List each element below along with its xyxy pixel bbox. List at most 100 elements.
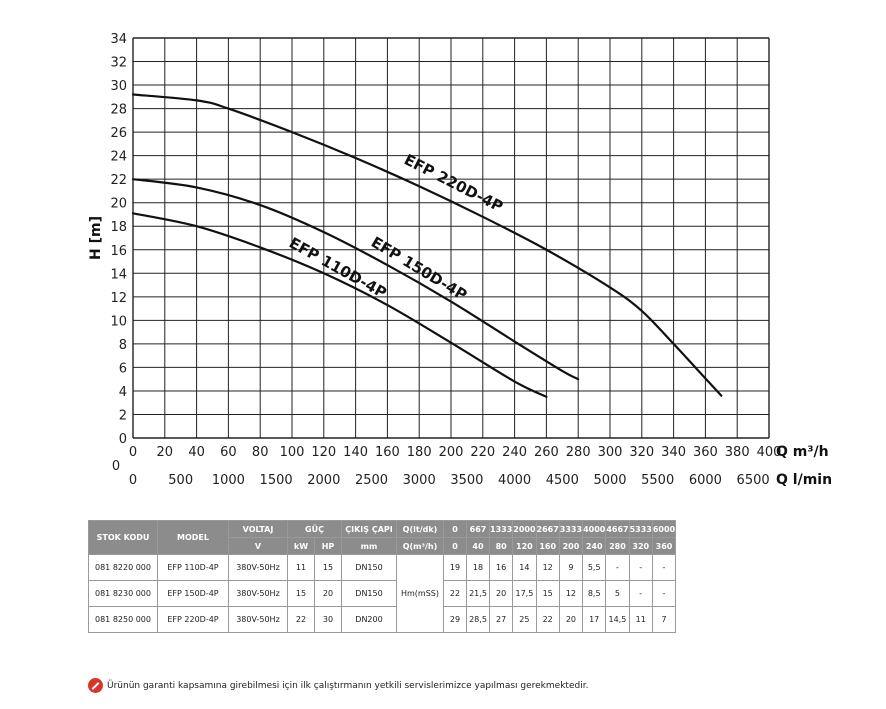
x-tick-label: 400 xyxy=(757,445,782,460)
cell-head: - xyxy=(651,580,677,607)
q-lt-value: 2000 xyxy=(512,520,537,538)
cell-head: 18 xyxy=(466,554,490,581)
cell-kw: 15 xyxy=(287,580,315,607)
q-m3-value: 40 xyxy=(466,537,490,555)
series-label: EFP 220D-4P xyxy=(401,151,506,216)
x2-tick-label: 5500 xyxy=(641,473,674,488)
y-tick-label: 34 xyxy=(110,32,127,47)
cell-outlet: DN150 xyxy=(341,580,397,607)
x-tick-label: 260 xyxy=(534,445,559,460)
pump-curve-chart: 0 20 40 60 80 100 120 140 160 180 200 220 240 260 280 3… xyxy=(88,32,832,488)
cell-voltage: 380V-50Hz xyxy=(228,606,288,633)
y-tick-label: 6 xyxy=(119,361,127,376)
series-line xyxy=(131,93,723,397)
cell-head: - xyxy=(651,554,677,581)
y-tick-label: 8 xyxy=(119,338,127,353)
x2-axis-ticks: 0 500 1000 1500 2000 2500 3000 3500 4000 4500 5000… xyxy=(129,473,770,488)
x-tick-label: 300 xyxy=(598,445,623,460)
x-tick-label: 20 xyxy=(157,445,174,460)
x-axis-label: Q m³/h xyxy=(776,444,829,460)
cell-head: 16 xyxy=(488,554,514,581)
cell-head: 22 xyxy=(535,606,560,633)
cell-head: 9 xyxy=(558,554,584,581)
cell-hp: 20 xyxy=(314,580,342,607)
cell-head: 20 xyxy=(488,580,514,607)
cell-head: 7 xyxy=(651,606,677,633)
q-m3-value: 240 xyxy=(582,537,607,555)
table-header-row: V kW HP mm Q(m³/h) 0 40 80 120 160 200 2… xyxy=(89,537,677,555)
table-row: 081 8220 000 EFP 110D-4P 380V-50Hz 11 15… xyxy=(88,554,677,633)
header-kw: kW xyxy=(287,537,315,555)
x-tick-label: 200 xyxy=(439,445,464,460)
cell-kw: 22 xyxy=(287,606,315,633)
header-model: MODEL xyxy=(157,520,229,555)
footnote-text: Ürünün garanti kapsamına girebilmesi içi… xyxy=(107,680,589,691)
cell-voltage: 380V-50Hz xyxy=(228,580,288,607)
header-hp: HP xyxy=(314,537,342,555)
x-tick-label: 380 xyxy=(725,445,750,460)
cell-head: 5 xyxy=(605,580,630,607)
table-row: 081 8250 000 EFP 220D-4P 380V-50Hz 22 30… xyxy=(88,606,677,633)
y-tick-label: 20 xyxy=(110,197,127,212)
table-header-row: STOK KODU MODEL VOLTAJ GÜÇ ÇIKIŞ ÇAPI Q(… xyxy=(88,520,677,555)
table-row: 081 8230 000 EFP 150D-4P 380V-50Hz 15 20… xyxy=(88,580,677,607)
x-tick-label: 0 xyxy=(129,445,137,460)
series-line xyxy=(131,212,548,398)
q-m3-value: 360 xyxy=(651,537,677,555)
header-q-m3: Q(m³/h) xyxy=(396,537,444,555)
y-axis-label: H [m] xyxy=(88,216,104,260)
cell-head: 17,5 xyxy=(512,580,537,607)
cell-outlet: DN200 xyxy=(341,606,397,633)
x2-tick-label: 1000 xyxy=(212,473,245,488)
x2-tick-label: 2000 xyxy=(307,473,340,488)
warranty-footnote: Ürünün garanti kapsamına girebilmesi içi… xyxy=(88,678,588,693)
y-tick-label: 28 xyxy=(110,103,127,118)
y-tick-label: 14 xyxy=(110,267,127,282)
x-tick-label: 280 xyxy=(566,445,591,460)
q-lt-value: 6000 xyxy=(651,520,677,538)
cell-voltage: 380V-50Hz xyxy=(228,554,288,581)
x2-tick-label: 500 xyxy=(168,473,193,488)
x-tick-label: 40 xyxy=(188,445,205,460)
x-tick-label: 60 xyxy=(220,445,237,460)
cell-head: 28,5 xyxy=(466,606,490,633)
x2-tick-label: 5000 xyxy=(593,473,626,488)
x-tick-label: 180 xyxy=(407,445,432,460)
header-outlet-unit: mm xyxy=(341,537,397,555)
cell-kw: 11 xyxy=(287,554,315,581)
y-tick-label: 26 xyxy=(110,126,127,141)
header-q-lt: Q(lt/dk) xyxy=(396,520,444,538)
cell-head: 19 xyxy=(443,554,467,581)
cell-head: - xyxy=(605,554,630,581)
y-tick-label: 22 xyxy=(110,173,127,188)
cell-head: 14 xyxy=(512,554,537,581)
y-tick-label: 0 xyxy=(119,432,127,447)
cell-head: 29 xyxy=(443,606,467,633)
no-entry-icon xyxy=(88,678,103,693)
q-m3-value: 160 xyxy=(535,537,560,555)
x-tick-label: 160 xyxy=(375,445,400,460)
cell-hp: 30 xyxy=(314,606,342,633)
cell-model: EFP 220D-4P xyxy=(157,606,229,633)
cell-model: EFP 110D-4P xyxy=(157,554,229,581)
header-voltage-unit: V xyxy=(228,537,288,555)
cell-model: EFP 150D-4P xyxy=(157,580,229,607)
q-m3-value: 320 xyxy=(628,537,653,555)
cell-head-label: Hm(mSS) xyxy=(396,554,444,633)
x2-tick-label: 3500 xyxy=(450,473,483,488)
x-tick-label: 120 xyxy=(311,445,336,460)
x-tick-label: 100 xyxy=(280,445,305,460)
cell-head: 22 xyxy=(443,580,467,607)
q-lt-value: 1333 xyxy=(488,520,514,538)
x2-tick-label: 2500 xyxy=(355,473,388,488)
cell-head: 11 xyxy=(628,606,653,633)
header-outlet: ÇIKIŞ ÇAPI xyxy=(341,520,397,538)
cell-head: 15 xyxy=(535,580,560,607)
q-m3-value: 200 xyxy=(558,537,584,555)
x2-tick-label: 3000 xyxy=(403,473,436,488)
x-tick-label: 140 xyxy=(343,445,368,460)
header-voltage: VOLTAJ xyxy=(228,520,288,538)
x-tick-label: 320 xyxy=(629,445,654,460)
cell-head: - xyxy=(628,554,653,581)
x-tick-label: 240 xyxy=(502,445,527,460)
